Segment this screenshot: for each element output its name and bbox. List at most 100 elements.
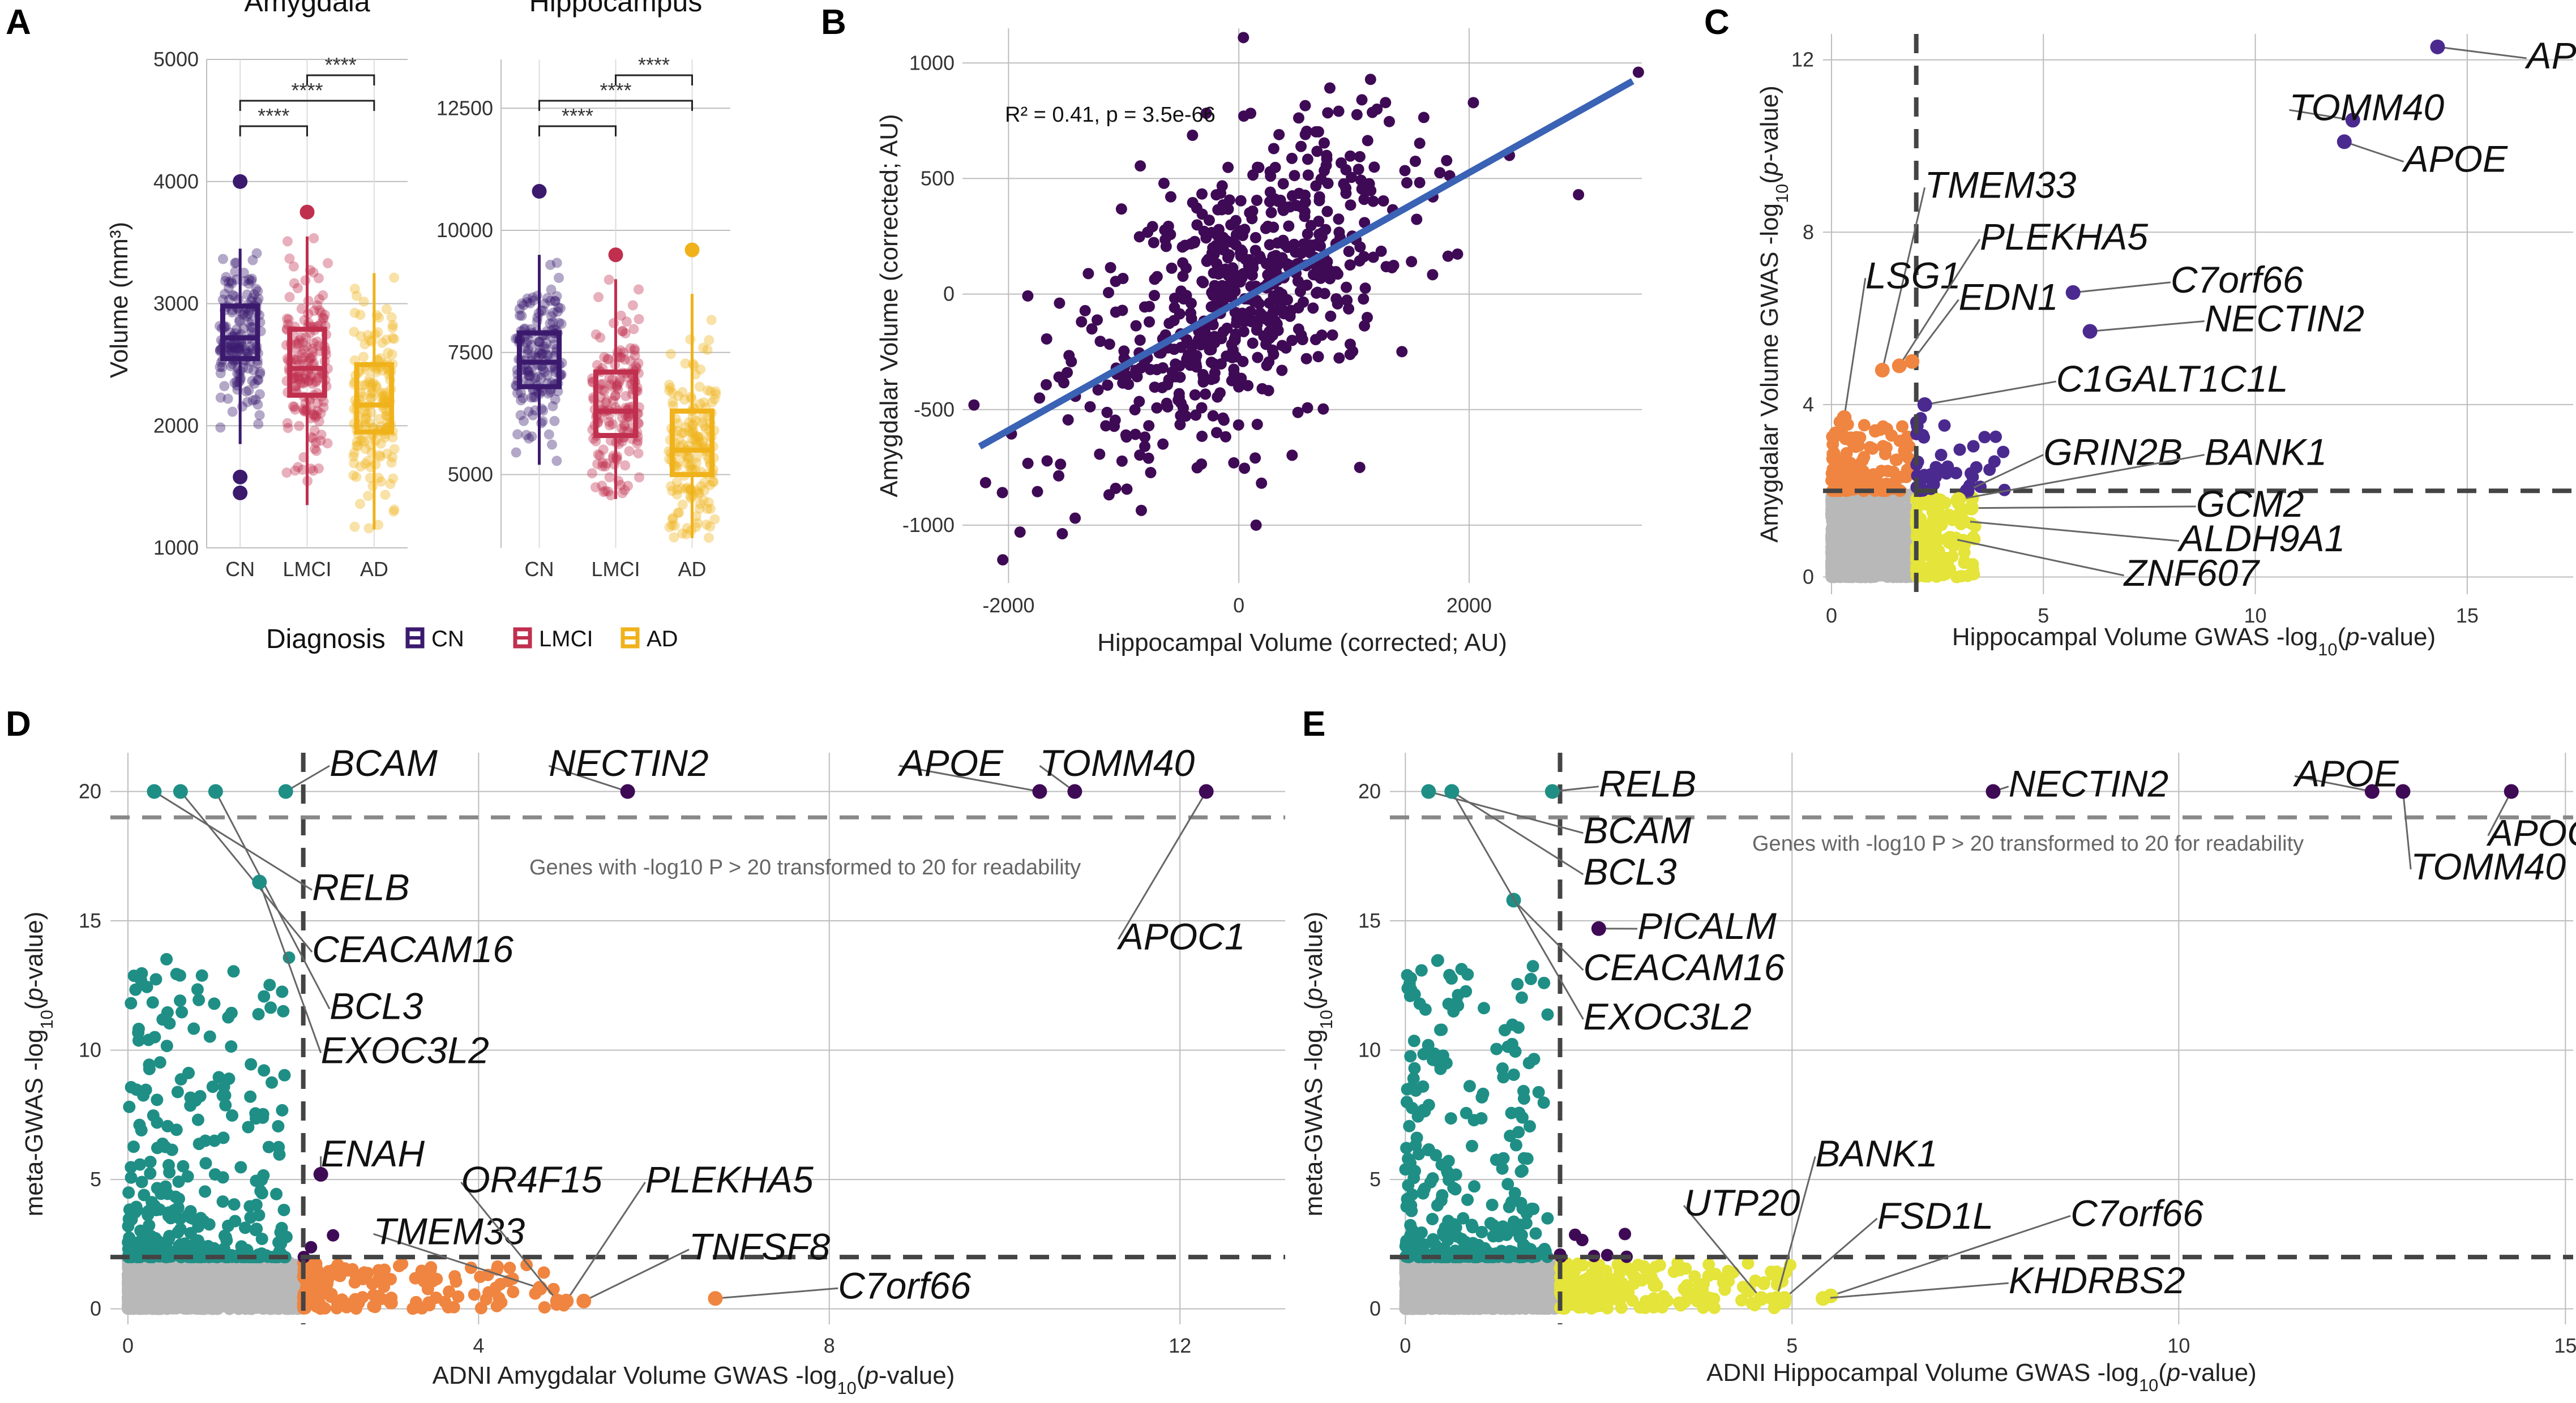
jitter-point <box>516 311 527 321</box>
jitter-point <box>309 444 320 454</box>
gene-label: C7orf66 <box>2070 1192 2203 1234</box>
data-point <box>1222 161 1234 173</box>
jitter-point <box>229 338 240 349</box>
data-point <box>1176 241 1188 253</box>
jitter-point <box>314 294 324 304</box>
y-tick-label: 20 <box>1358 780 1381 803</box>
jitter-point <box>632 438 643 449</box>
x-tick-label: CN <box>225 557 255 581</box>
jitter-point <box>694 487 704 498</box>
gene-point <box>2504 784 2519 799</box>
jitter-point <box>358 297 369 307</box>
jitter-point <box>610 391 621 401</box>
data-point <box>1103 338 1115 350</box>
data-point <box>1250 244 1261 256</box>
gene-point <box>708 1291 723 1306</box>
jitter-point <box>234 316 245 327</box>
panel-c-y-label: Amygdalar Volume GWAS -log10(p-value) <box>1756 85 1792 543</box>
jitter-point <box>546 362 557 373</box>
jitter-point <box>515 387 526 398</box>
data-point <box>1251 418 1263 430</box>
gene-point <box>252 874 267 890</box>
jitter-point <box>243 363 254 374</box>
jitter-point <box>318 402 329 413</box>
jitter-point <box>542 350 553 361</box>
gene-point <box>1955 513 1971 529</box>
jitter-point <box>705 386 716 397</box>
data-point <box>1151 402 1163 414</box>
jitter-point <box>307 351 318 362</box>
jitter-point <box>227 359 238 370</box>
y-tick-label: -1000 <box>902 513 955 537</box>
data-point <box>1110 276 1122 288</box>
jitter-point <box>308 267 319 278</box>
gene-point <box>1067 784 1082 799</box>
data-point <box>1305 220 1317 231</box>
jitter-point <box>617 325 628 336</box>
data-point <box>1228 363 1240 375</box>
jitter-point <box>682 522 692 533</box>
jitter-point <box>314 416 324 427</box>
gene-label: OR4F15 <box>461 1159 602 1200</box>
jitter-point <box>593 449 604 460</box>
jitter-point <box>526 340 537 350</box>
jitter-point <box>554 318 564 328</box>
y-tick-label: 12500 <box>437 96 493 119</box>
jitter-point <box>245 341 256 352</box>
outlier-point <box>233 174 248 189</box>
jitter-point <box>352 441 363 452</box>
x-tick-label: 12 <box>1169 1334 1191 1357</box>
jitter-point <box>698 437 708 448</box>
jitter-point <box>376 421 387 432</box>
jitter-point <box>364 335 375 346</box>
jitter-point <box>376 365 387 376</box>
jitter-point <box>518 300 529 311</box>
jitter-point <box>554 272 564 283</box>
data-point <box>1041 379 1052 391</box>
panel-label-a: A <box>6 3 31 42</box>
jitter-point <box>537 348 547 359</box>
jitter-point <box>373 473 384 483</box>
jitter-point <box>296 303 307 314</box>
jitter-point <box>255 368 266 379</box>
jitter-point <box>671 477 682 487</box>
jitter-point <box>293 338 304 349</box>
data-point <box>1076 316 1088 328</box>
data-point <box>1320 160 1332 171</box>
jitter-point <box>249 378 260 389</box>
jitter-point <box>539 341 550 352</box>
jitter-point <box>239 276 250 286</box>
jitter-point <box>511 447 521 458</box>
data-point <box>1215 187 1227 199</box>
data-point <box>1338 178 1350 190</box>
jitter-point <box>688 361 699 371</box>
jitter-point <box>607 419 618 430</box>
jitter-point <box>313 463 324 474</box>
jitter-point <box>691 431 701 441</box>
jitter-point <box>312 398 323 409</box>
data-point <box>1170 371 1182 383</box>
jitter-point <box>701 450 712 461</box>
jitter-point <box>613 384 623 394</box>
data-point <box>1159 224 1171 236</box>
data-point <box>1133 396 1145 407</box>
jitter-point <box>306 432 317 443</box>
x-tick-label: 0 <box>1400 1334 1411 1357</box>
jitter-point <box>615 310 626 321</box>
jitter-point <box>545 295 556 306</box>
jitter-point <box>295 378 306 389</box>
jitter-point <box>226 339 237 350</box>
jitter-point <box>247 376 258 387</box>
jitter-point <box>692 518 703 529</box>
gene-label: TNFSF8 <box>689 1226 831 1268</box>
jitter-point <box>284 253 295 264</box>
data-point <box>1267 251 1279 263</box>
jitter-point <box>545 259 556 270</box>
jitter-point <box>298 378 309 389</box>
jitter-point <box>389 444 400 454</box>
label-leader <box>2402 791 2412 870</box>
data-point <box>1377 195 1389 207</box>
gene-label: BCL3 <box>330 985 423 1027</box>
jitter-point <box>593 291 604 302</box>
jitter-point <box>674 507 684 518</box>
